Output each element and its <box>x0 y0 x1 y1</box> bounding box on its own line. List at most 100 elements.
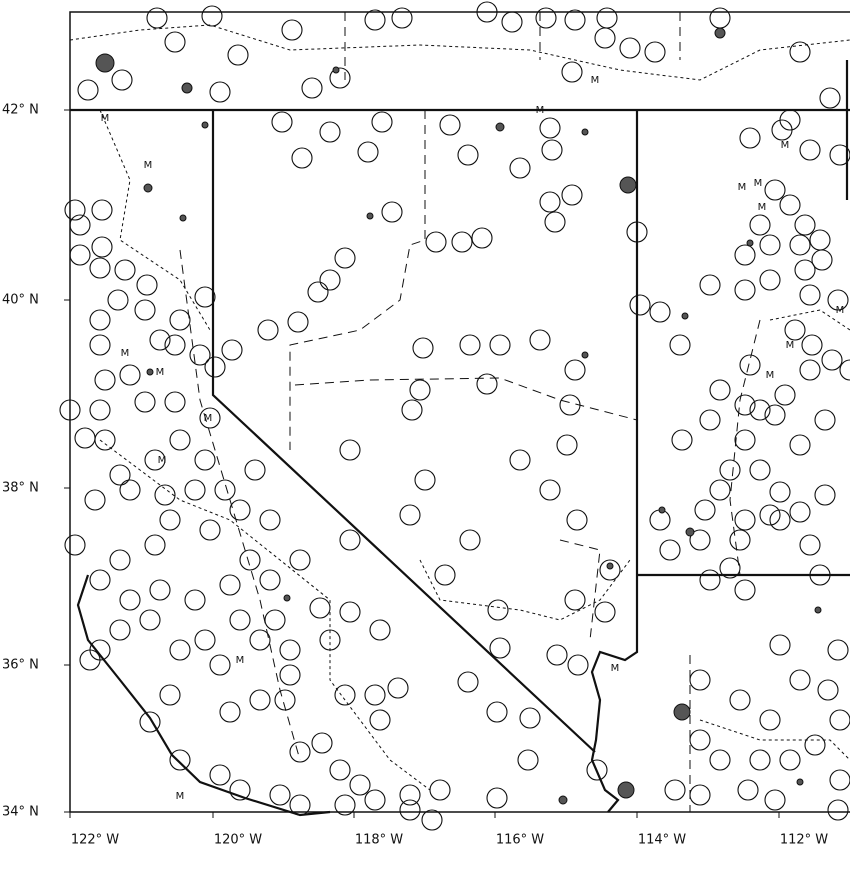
station <box>789 434 811 456</box>
county-line <box>559 539 601 641</box>
station <box>249 689 271 711</box>
station <box>794 214 816 236</box>
station <box>739 354 761 376</box>
station <box>239 549 261 571</box>
station <box>164 391 186 413</box>
station <box>529 329 551 351</box>
station <box>829 769 850 791</box>
station <box>764 179 786 201</box>
station <box>334 794 356 816</box>
station <box>759 269 781 291</box>
station <box>779 194 801 216</box>
station <box>811 249 833 271</box>
station <box>489 334 511 356</box>
lon-label: 120° W <box>214 833 262 848</box>
county-line <box>729 319 761 576</box>
station <box>564 589 586 611</box>
station <box>74 427 96 449</box>
station <box>596 7 618 29</box>
station <box>229 779 251 801</box>
station <box>184 589 206 611</box>
station <box>349 774 371 796</box>
station <box>227 44 249 66</box>
station <box>619 37 641 59</box>
hatched-station <box>814 606 822 614</box>
station <box>164 334 186 356</box>
station <box>425 231 447 253</box>
station <box>412 337 434 359</box>
hatched-station <box>796 778 804 786</box>
station <box>259 509 281 531</box>
contour-line <box>69 24 850 81</box>
station <box>789 234 811 256</box>
station <box>539 117 561 139</box>
station <box>486 787 508 809</box>
station <box>771 119 793 141</box>
station <box>486 701 508 723</box>
station <box>149 579 171 601</box>
station <box>409 379 431 401</box>
station <box>391 7 413 29</box>
station <box>814 409 836 431</box>
station <box>279 664 301 686</box>
station <box>307 281 329 303</box>
station <box>769 634 791 656</box>
station <box>357 141 379 163</box>
station <box>287 311 309 333</box>
station <box>539 191 561 213</box>
state-border <box>590 110 639 813</box>
station <box>764 789 786 811</box>
station <box>594 27 616 49</box>
station <box>734 579 756 601</box>
station <box>476 373 498 395</box>
station <box>729 529 751 551</box>
station <box>84 489 106 511</box>
station <box>339 529 361 551</box>
station <box>69 214 91 236</box>
station <box>489 637 511 659</box>
station <box>199 519 221 541</box>
station <box>381 201 403 223</box>
station <box>144 534 166 556</box>
station <box>457 671 479 693</box>
hatched-station <box>606 562 614 570</box>
station <box>109 549 131 571</box>
station <box>829 709 850 731</box>
county-line <box>289 110 426 450</box>
station <box>539 479 561 501</box>
station <box>89 334 111 356</box>
station <box>556 434 578 456</box>
station <box>91 199 113 221</box>
hatched-station <box>581 351 589 359</box>
station <box>77 79 99 101</box>
station <box>244 459 266 481</box>
county-line <box>179 249 301 761</box>
station <box>827 799 849 821</box>
station <box>369 619 391 641</box>
marker-label: M <box>144 160 153 171</box>
hatched-station <box>673 703 691 721</box>
marker-label: M <box>158 455 167 466</box>
station <box>369 709 391 731</box>
hatched-station <box>746 239 754 247</box>
station <box>699 409 721 431</box>
station <box>501 11 523 33</box>
station <box>269 784 291 806</box>
station <box>264 609 286 631</box>
station <box>749 399 771 421</box>
station <box>204 356 226 378</box>
hatched-station <box>332 66 340 74</box>
station <box>169 639 191 661</box>
station <box>749 749 771 771</box>
station <box>819 87 841 109</box>
station <box>329 759 351 781</box>
station <box>649 509 671 531</box>
marker-label: M <box>738 182 747 193</box>
station <box>649 301 671 323</box>
station <box>779 749 801 771</box>
station <box>699 569 721 591</box>
station <box>699 274 721 296</box>
station <box>561 61 583 83</box>
hatched-station <box>95 53 115 73</box>
station <box>544 211 566 233</box>
